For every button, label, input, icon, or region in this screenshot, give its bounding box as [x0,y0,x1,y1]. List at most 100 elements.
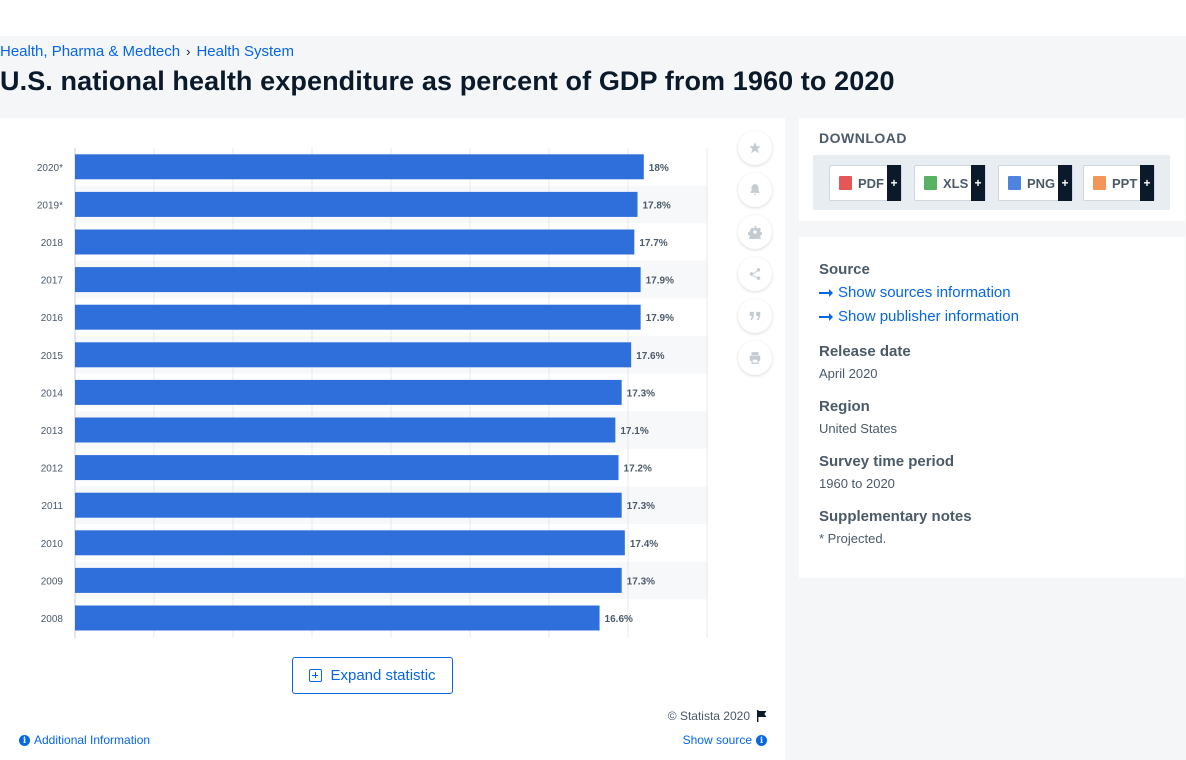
xls-file-icon [924,176,937,190]
download-png-label: PNG [1027,175,1056,191]
category-tick-label: 2018 [41,238,64,249]
data-label: 18% [649,163,669,174]
download-title: DOWNLOAD [819,130,907,146]
copyright-notice: © Statista 2020 [668,709,767,723]
bar [75,267,641,293]
category-tick-label: 2015 [41,351,64,362]
category-tick-label: 2013 [41,426,64,437]
bar [75,605,600,631]
breadcrumb-item-health-system[interactable]: Health System [196,43,294,60]
chart-card: 2020* 18% 2019* 17.8% 2018 17.7% 2017 17.9% 2016… [0,118,785,760]
data-label: 17.2% [624,464,652,475]
survey-period-heading: Survey time period [819,453,955,470]
data-label: 17.3% [627,501,655,512]
region-value: United States [819,421,898,436]
release-date-value: April 2020 [819,366,878,381]
copyright-text: © Statista 2020 [667,709,750,723]
bar [75,191,638,217]
additional-information-link[interactable]: i Additional Information [19,733,150,747]
additional-information-label: Additional Information [34,733,151,747]
statistic-info-panel: Source Show sources information Show pub… [799,237,1185,578]
data-label: 17.8% [642,200,670,211]
download-png-button[interactable]: PNG + [998,165,1073,201]
category-tick-label: 2011 [41,501,63,512]
release-date-heading: Release date [819,343,911,360]
bar [75,154,644,180]
bar [75,342,632,368]
bar-chart: 2020* 18% 2019* 17.8% 2018 17.7% 2017 17.9% 2016… [37,148,708,638]
star-icon[interactable] [738,131,772,165]
show-sources-label: Show sources information [838,284,1011,301]
data-label: 17.3% [627,388,655,399]
download-ppt-button[interactable]: PPT + [1083,165,1155,201]
source-heading: Source [819,261,870,278]
top-navigation-bar [0,0,1186,36]
download-buttons-bar: PDF + XLS + PNG + PPT + [813,155,1170,210]
breadcrumb-item-health-pharma[interactable]: Health, Pharma & Medtech [0,43,181,60]
download-ppt-plus[interactable]: + [1140,165,1154,201]
data-label: 17.9% [646,276,674,287]
bar [75,492,622,518]
download-png-plus[interactable]: + [1058,165,1072,201]
breadcrumb: Health, Pharma & Medtech › Health System [0,43,294,60]
download-panel: DOWNLOAD PDF + XLS + PNG + PPT + [799,118,1185,221]
flag-icon[interactable] [756,710,767,722]
info-icon: i [19,734,30,746]
download-ppt-label: PPT [1112,175,1138,191]
expand-icon [309,669,323,682]
category-tick-label: 2010 [41,539,64,550]
bar [75,229,635,255]
category-tick-label: 2008 [41,614,64,625]
share-icon[interactable] [738,257,772,291]
category-tick-label: 2014 [41,388,64,399]
category-tick-label: 2009 [41,576,64,587]
expand-statistic-button[interactable]: Expand statistic [292,657,453,694]
category-tick-label: 2020* [37,163,63,174]
print-icon[interactable] [738,341,772,375]
data-label: 17.6% [636,351,664,362]
download-xls-label: XLS [943,175,969,191]
download-xls-plus[interactable]: + [971,165,985,201]
page-title: U.S. national health expenditure as perc… [0,66,895,96]
bar [75,567,622,593]
download-xls-button[interactable]: XLS + [914,165,986,201]
show-publisher-link[interactable]: Show publisher information [819,308,1019,325]
show-publisher-label: Show publisher information [838,308,1019,325]
bar [75,455,619,481]
download-pdf-button[interactable]: PDF + [829,165,902,201]
survey-period-value: 1960 to 2020 [819,476,895,491]
quote-icon[interactable] [738,299,772,333]
arrow-right-icon [819,288,833,297]
show-source-label: Show source [682,733,752,747]
category-tick-label: 2016 [41,313,64,324]
data-label: 17.1% [620,426,648,437]
chart-toolbar [738,131,772,383]
category-tick-label: 2017 [41,276,64,287]
show-source-link[interactable]: Show source i [683,733,767,747]
region-heading: Region [819,398,870,415]
data-label: 17.9% [646,313,674,324]
supplementary-notes-heading: Supplementary notes [819,508,972,525]
download-pdf-plus[interactable]: + [887,165,901,201]
gear-icon[interactable] [738,215,772,249]
ppt-file-icon [1093,176,1106,190]
bar [75,379,622,405]
data-label: 17.4% [630,539,658,550]
bell-icon[interactable] [738,173,772,207]
bar [75,530,625,556]
show-sources-link[interactable]: Show sources information [819,284,1011,301]
data-label: 17.3% [627,576,655,587]
download-pdf-label: PDF [858,175,884,191]
data-label: 17.7% [639,238,667,249]
breadcrumb-separator: › [186,44,191,59]
bar [75,304,641,330]
category-tick-label: 2012 [41,464,64,475]
pdf-file-icon [839,176,852,190]
supplementary-notes-value: * Projected. [819,531,887,546]
bar [75,417,616,443]
info-icon: i [756,734,767,746]
data-label: 16.6% [605,614,633,625]
expand-statistic-label: Expand statistic [330,667,436,684]
png-file-icon [1008,176,1021,190]
category-tick-label: 2019* [37,200,63,211]
